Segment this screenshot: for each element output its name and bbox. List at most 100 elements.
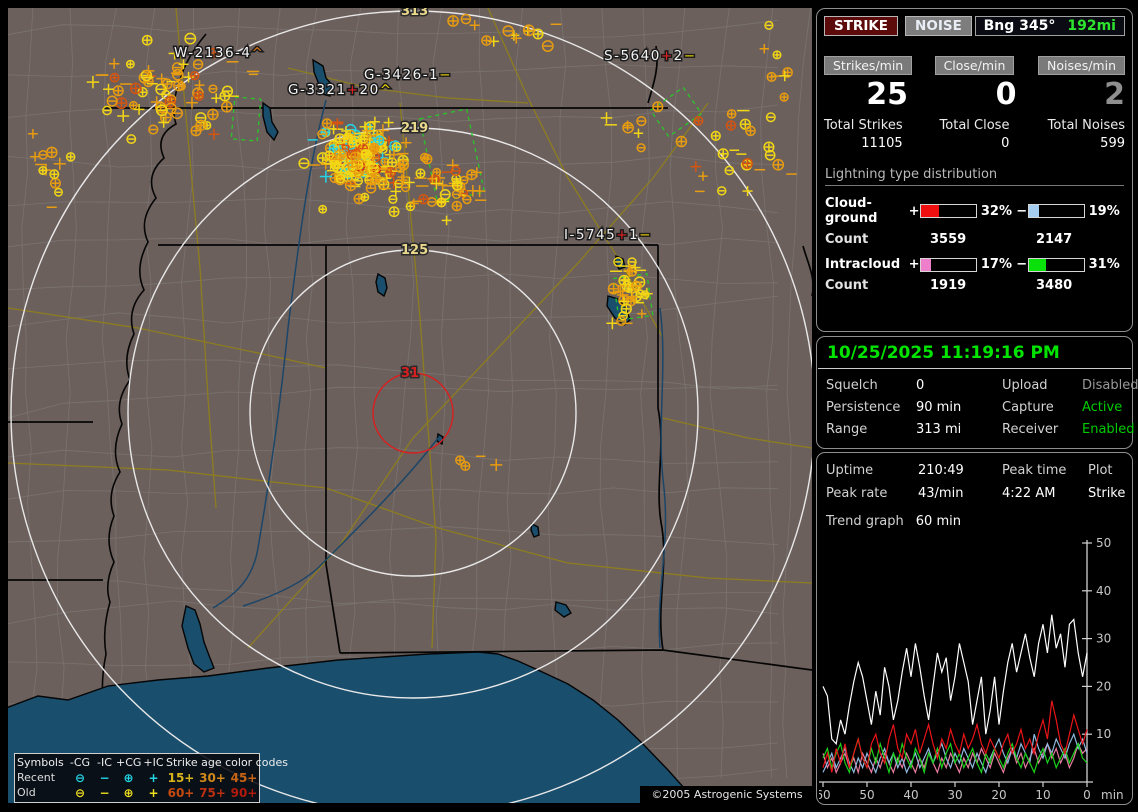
svg-text:0: 0 (1083, 788, 1091, 802)
svg-text:S-5640+2−: S-5640+2− (604, 48, 697, 64)
trend-graph-label: Trend graph (826, 514, 904, 529)
uptime-label: Uptime (826, 463, 874, 478)
uptime-value: 210:49 (918, 463, 964, 478)
ic-neg-bar (1028, 257, 1085, 272)
svg-text:10: 10 (1096, 727, 1111, 741)
age-45-label: 45+ (230, 770, 258, 785)
strikes-per-min-chip: Strikes/min (824, 56, 913, 75)
strikes-per-min-column: Strikes/min 25 Total Strikes 11105 (824, 56, 924, 151)
system-status-panel: 10/25/2025 11:19:16 PM Squelch 0 Upload … (816, 336, 1138, 449)
ic-pos-count: 1919 (930, 278, 967, 293)
map-canvas: 313 219 125 31 W-2136-4^ G-3426-1−G-3321+20^ S… (8, 8, 812, 803)
trend-window-value: 60 min (915, 514, 961, 529)
cg-neg-bar (1028, 204, 1085, 218)
legend-col-neg-ic: -IC (97, 755, 112, 769)
recent-cg-neg-icon: ⊖ (74, 770, 86, 785)
persistence-label: Persistence (826, 400, 901, 415)
plot-label: Plot (1088, 463, 1113, 478)
legend-col-pos-ic: +IC (143, 755, 164, 769)
total-strikes-value: 11105 (861, 136, 903, 151)
distribution-title: Lightning type distribution (825, 167, 1124, 186)
ic-neg-pct: 31% (1088, 257, 1120, 272)
cg-pos-bar (920, 204, 977, 218)
total-noises-label: Total Noises (1047, 118, 1125, 133)
intracloud-row: Intracloud + 17% − 31% (825, 257, 1124, 272)
ic-pos-bar (920, 257, 977, 272)
svg-text:40: 40 (903, 788, 918, 802)
intracloud-count-row: Count 1919 3480 (825, 278, 1124, 293)
old-cg-neg-icon: ⊖ (74, 786, 86, 801)
upload-label: Upload (1002, 378, 1048, 393)
ic-pos-pct: 17% (980, 257, 1012, 272)
intracloud-label: Intracloud (825, 257, 901, 272)
recent-ic-neg-icon: − (99, 770, 110, 785)
age-30-label: 30+ (199, 770, 226, 785)
svg-text:I-5745+1−: I-5745+1− (564, 227, 652, 243)
upload-value: Disabled (1082, 378, 1138, 393)
total-noises-value: 599 (1100, 136, 1125, 151)
svg-text:313: 313 (401, 8, 428, 19)
squelch-value: 0 (916, 378, 925, 393)
svg-text:20: 20 (1096, 679, 1111, 693)
old-ic-neg-icon: − (99, 786, 110, 801)
datetime-display: 10/25/2025 11:19:16 PM (818, 337, 1131, 369)
strikes-per-min-value: 25 (866, 77, 908, 112)
noise-mode-button[interactable]: NOISE (905, 16, 972, 36)
capture-value: Active (1082, 400, 1123, 415)
noises-per-min-column: Noises/min 2 Total Noises 599 (1025, 56, 1125, 151)
trend-graph: 10 20 30 40 50 60 50 40 30 20 10 0 min (819, 538, 1128, 802)
strike-mode-button[interactable]: STRIKE (824, 16, 899, 36)
strike-map[interactable]: 313 219 125 31 W-2136-4^ G-3426-1− G-3321+20^ S… (8, 8, 812, 803)
recent-ic-pos-icon: + (148, 770, 159, 785)
svg-text:30: 30 (1096, 632, 1111, 646)
cg-minus-sign: − (1016, 203, 1028, 219)
old-ic-pos-icon: + (148, 786, 159, 801)
range-value: 313 mi (916, 422, 962, 437)
age-75-label: 75+ (199, 786, 226, 801)
cg-pos-count: 3559 (930, 232, 967, 247)
peak-time-value: 4:22 AM (1002, 486, 1056, 501)
svg-text:G-3321+20^: G-3321+20^ (288, 82, 393, 98)
session-trend-panel: Uptime 210:49 Peak time Plot Peak rate 4… (816, 452, 1133, 805)
close-per-min-chip: Close/min (934, 56, 1015, 75)
ic-plus-sign: + (908, 257, 920, 272)
cloud-ground-row: Cloud-ground + 32% − 19% (825, 196, 1124, 226)
bearing-readout: Bng 345° 192mi (974, 16, 1125, 36)
cg-count-label: Count (825, 232, 869, 247)
svg-text:30: 30 (947, 788, 962, 802)
legend-row-old-label: Old (17, 786, 36, 800)
capture-label: Capture (1002, 400, 1054, 415)
squelch-label: Squelch (826, 378, 878, 393)
svg-text:min: min (1101, 788, 1124, 802)
close-per-min-value: 0 (995, 77, 1017, 112)
legend-col-pos-cg: +CG (116, 755, 142, 769)
range-label: Range (826, 422, 868, 437)
svg-text:G-3426-1−: G-3426-1− (364, 67, 452, 83)
total-strikes-label: Total Strikes (824, 118, 903, 133)
legend-symbols-header: Symbols (17, 755, 64, 769)
ic-count-label: Count (825, 278, 869, 293)
svg-text:219: 219 (401, 121, 428, 136)
peak-rate-label: Peak rate (826, 486, 888, 501)
bearing-label: Bng 345° (983, 18, 1056, 34)
ic-minus-sign: − (1016, 257, 1028, 272)
legend-row-recent-label: Recent (17, 770, 56, 784)
cg-plus-sign: + (908, 203, 920, 219)
receiver-label: Receiver (1002, 422, 1059, 437)
peak-rate-value: 43/min (918, 486, 964, 501)
bearing-distance: 192mi (1067, 18, 1116, 34)
copyright-text: ©2005 Astrogenic Systems (640, 786, 814, 803)
svg-text:31: 31 (401, 366, 419, 381)
svg-text:10: 10 (1035, 788, 1050, 802)
svg-text:125: 125 (401, 243, 428, 258)
noises-per-min-chip: Noises/min (1038, 56, 1125, 75)
svg-text:50: 50 (1096, 538, 1111, 550)
recent-cg-pos-icon: ⊕ (123, 770, 134, 785)
cg-neg-count: 2147 (1036, 232, 1073, 247)
peak-time-label: Peak time (1002, 463, 1067, 478)
old-cg-pos-icon: ⊕ (123, 786, 134, 801)
cloud-ground-label: Cloud-ground (825, 196, 878, 226)
plot-mode-value: Strike (1088, 486, 1126, 501)
total-close-value: 0 (1001, 136, 1010, 151)
